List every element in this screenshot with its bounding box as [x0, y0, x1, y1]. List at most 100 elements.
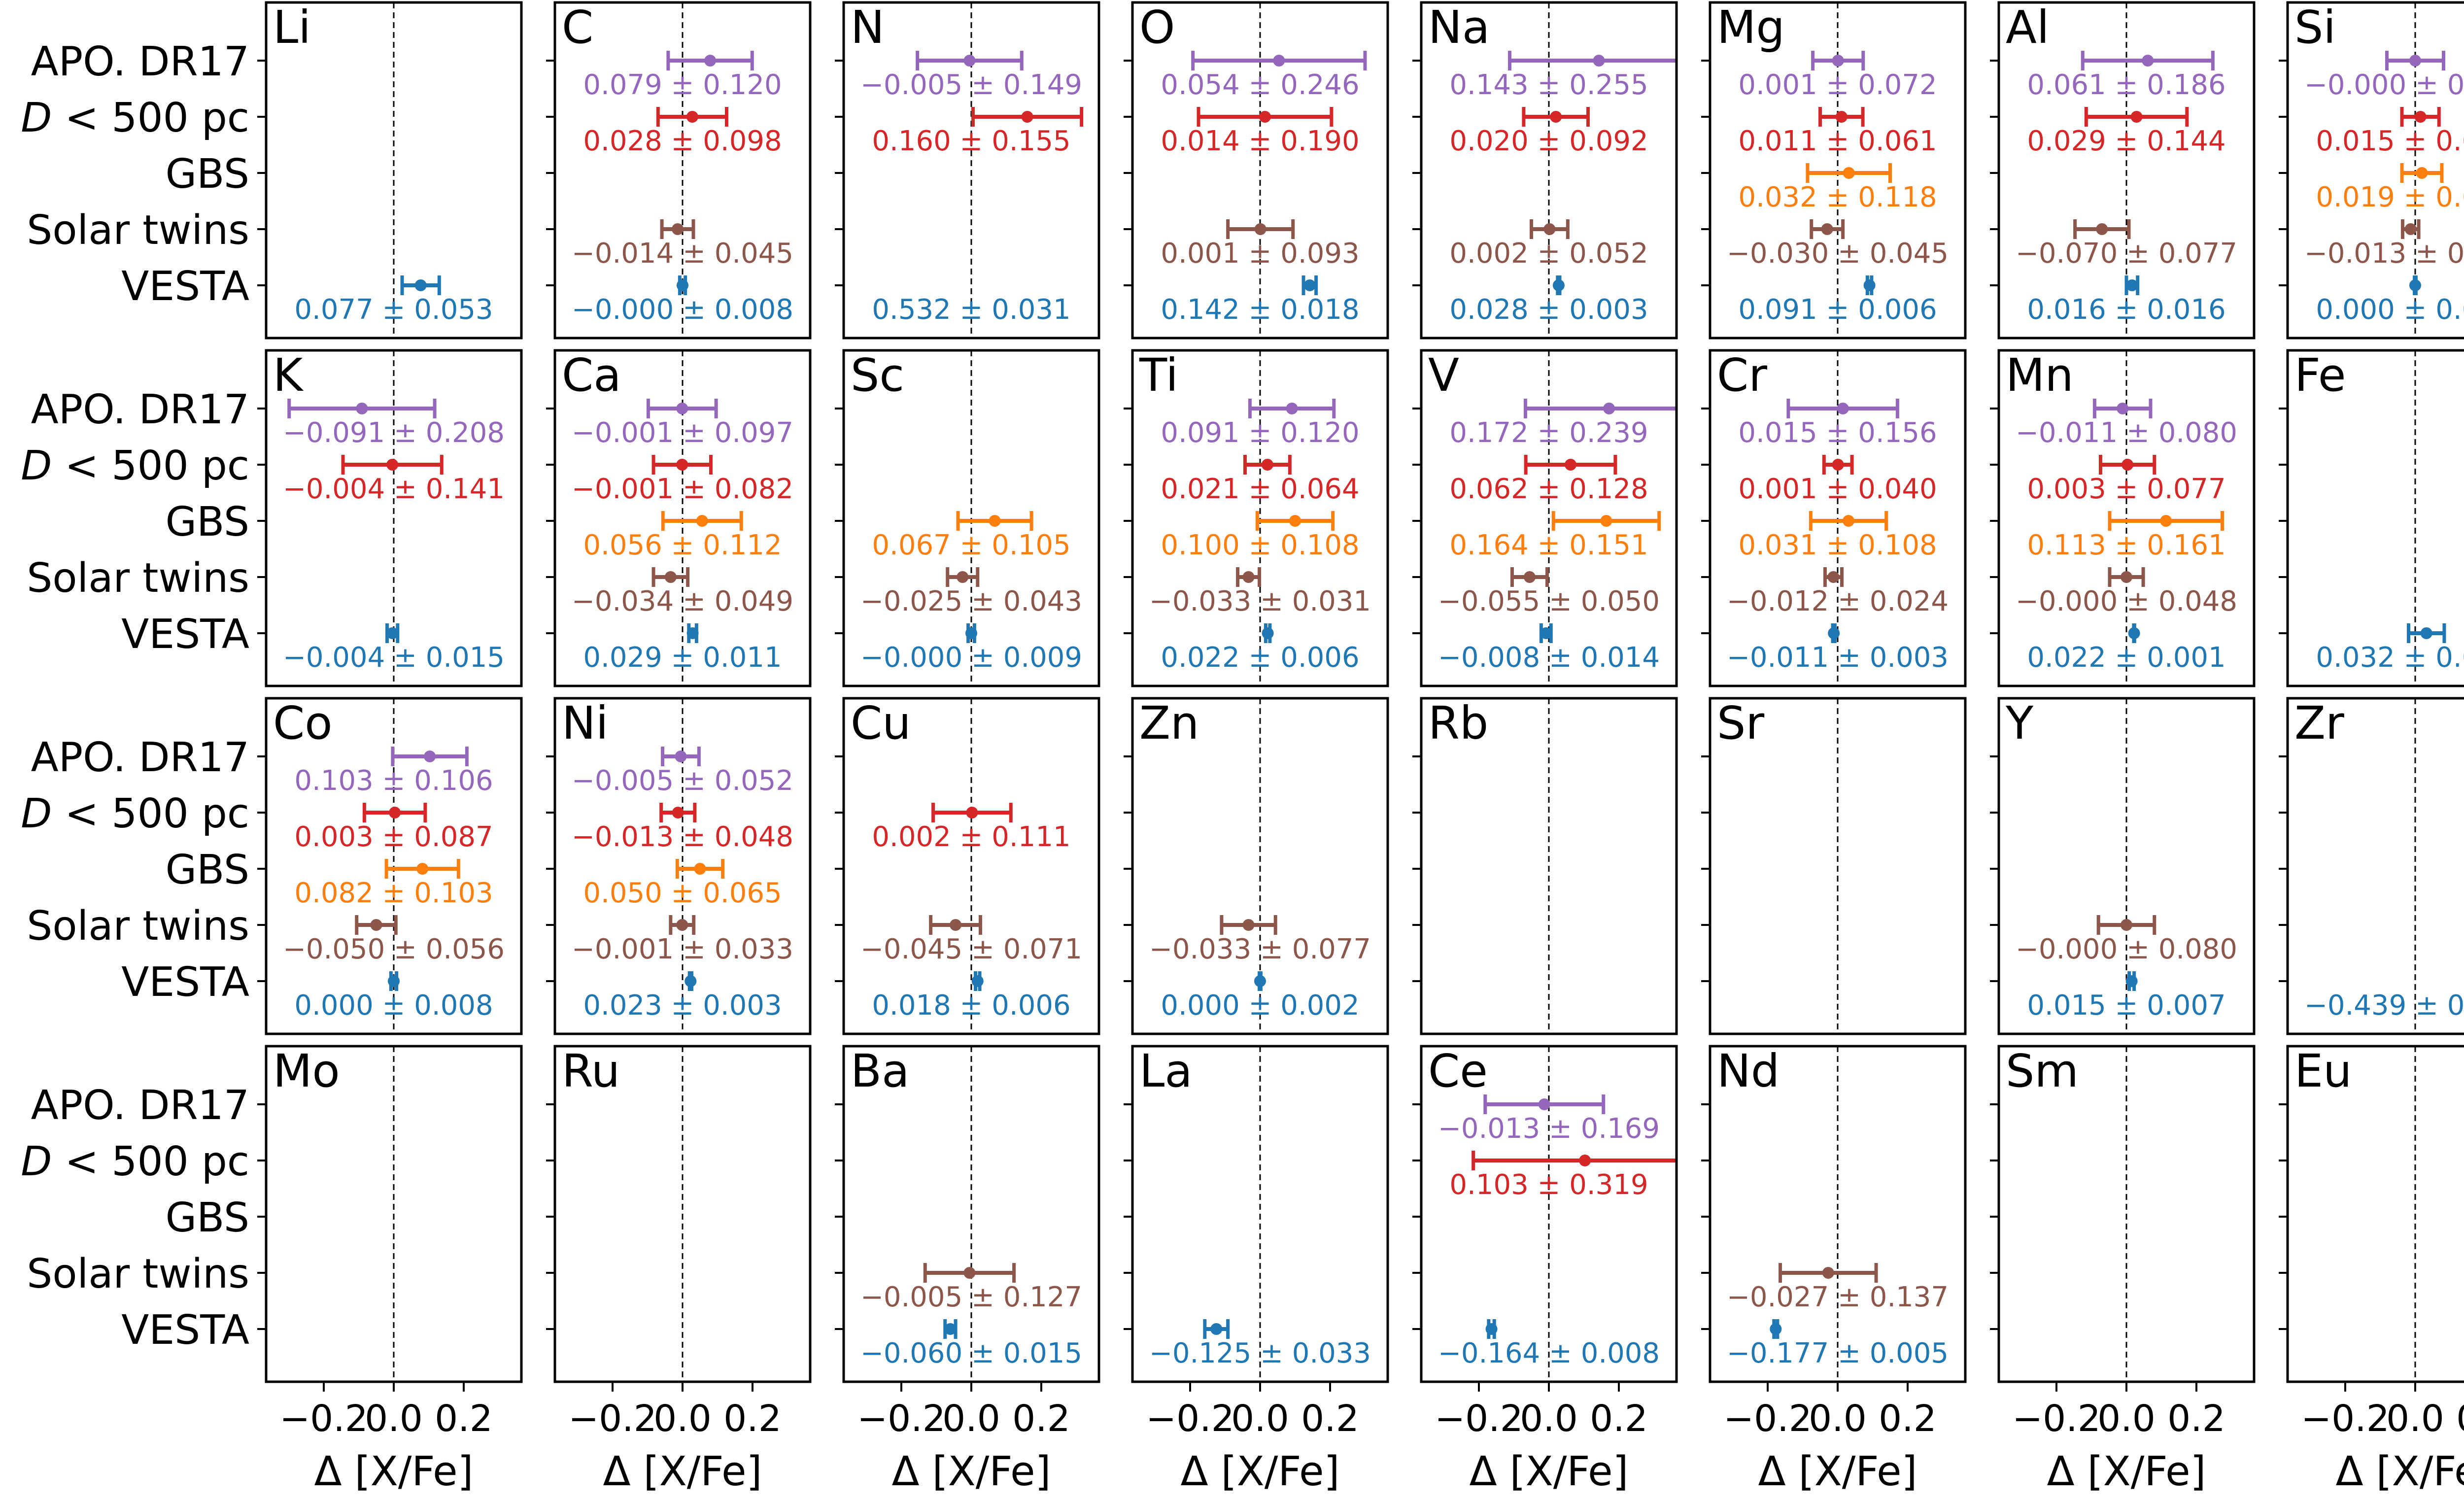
value-label: −0.164 ± 0.008: [1438, 1337, 1660, 1369]
data-marker: [2409, 279, 2421, 291]
data-marker: [1242, 919, 1255, 931]
data-point-apo-dr17: [661, 747, 701, 766]
data-point-apo-dr17: [666, 51, 754, 70]
value-label: 0.015 ± 0.007: [2027, 989, 2225, 1022]
value-label: −0.060 ± 0.015: [860, 1337, 1082, 1369]
value-label: −0.177 ± 0.005: [1727, 1337, 1949, 1369]
data-point-solar-twins: [651, 567, 690, 587]
data-marker: [1286, 403, 1298, 414]
category-label: APO. DR17: [31, 38, 249, 85]
data-point-vesta: [677, 275, 688, 295]
data-point-vesta: [1770, 1319, 1782, 1339]
data-marker: [957, 571, 969, 583]
x-tick-label: 0.2: [1590, 1398, 1648, 1440]
x-axis-label: Δ [X/Fe]: [1180, 1448, 1339, 1495]
data-marker: [677, 279, 688, 291]
data-point-apo-dr17: [1786, 399, 1899, 418]
data-point-solar-twins: [1530, 219, 1570, 239]
data-point-vesta: [1147, 275, 1168, 295]
value-label: −0.014 ± 0.045: [572, 238, 793, 270]
panel-frame: [265, 1, 523, 340]
value-label: 0.001 ± 0.093: [1161, 238, 1359, 270]
value-label: 0.103 ± 0.319: [1449, 1169, 1648, 1201]
element-label: La: [1139, 1045, 1193, 1097]
category-label: Solar twins: [27, 555, 249, 602]
data-marker: [386, 627, 399, 639]
value-label: −0.055 ± 0.050: [1438, 585, 1660, 617]
element-label: Ru: [562, 1045, 620, 1097]
element-label: O: [1139, 1, 1175, 54]
panel-zn: Zn −0.033 ± 0.077 0.000 ± 0.002: [1124, 697, 1389, 1035]
panel-mo: Mo APO. DR17 D < 500 pc GBS Solar twins VESTA…: [21, 1045, 523, 1495]
value-label: −0.025 ± 0.043: [860, 585, 1082, 617]
value-label: −0.033 ± 0.031: [1149, 585, 1371, 617]
value-label: −0.013 ± 0.169: [1438, 1113, 1660, 1145]
panel-o: O 0.054 ± 0.246 0.014 ± 0.190 0.001 ± 0.093…: [1124, 1, 1389, 340]
panel-co: Co 0.103 ± 0.106 0.003 ± 0.087 0.082 ± 0.10…: [21, 697, 523, 1035]
element-label: Cu: [851, 697, 911, 750]
element-label: Ti: [1139, 349, 1178, 402]
element-label: Ce: [1428, 1045, 1488, 1097]
data-marker: [2160, 515, 2172, 527]
value-label: 0.002 ± 0.111: [872, 821, 1070, 853]
value-label: −0.000 ± 0.081: [2304, 69, 2464, 101]
data-marker: [1242, 571, 1255, 583]
element-label: Zn: [1139, 697, 1199, 750]
panel-eu: Eu −0.20.0 0.2 Δ [X/Fe]: [2279, 1045, 2464, 1495]
x-tick-label: 0.2: [2167, 1398, 2225, 1440]
panel-al: Al 0.061 ± 0.186 0.029 ± 0.144 −0.070 ± 0.0…: [1990, 1, 2256, 340]
x-tick-label: −0.2: [1435, 1398, 1523, 1440]
value-label: −0.013 ± 0.023: [2304, 238, 2464, 270]
data-marker: [2122, 459, 2134, 471]
data-marker: [2420, 627, 2432, 639]
value-label: 0.142 ± 0.018: [1161, 294, 1359, 326]
data-marker: [1863, 279, 1876, 291]
data-point-gbs: [384, 859, 460, 879]
value-label: 0.067 ± 0.105: [872, 529, 1070, 561]
panel-frame: [1709, 349, 1967, 687]
panel-frame: [1709, 697, 1967, 1035]
value-label: 0.000 ± 0.008: [294, 989, 493, 1022]
category-label: APO. DR17: [31, 1082, 249, 1129]
value-label: −0.091 ± 0.208: [283, 417, 505, 449]
panel-ti: Ti 0.091 ± 0.120 0.021 ± 0.064 0.100 ± 0.10…: [1124, 349, 1389, 687]
data-point-vesta: [1262, 623, 1274, 643]
category-label: GBS: [166, 151, 249, 198]
value-label: 0.014 ± 0.190: [1161, 125, 1359, 157]
value-label: −0.013 ± 0.048: [572, 821, 793, 853]
category-label: GBS: [166, 1194, 249, 1241]
value-label: 0.164 ± 0.151: [1449, 529, 1648, 561]
x-tick-label: 0.0: [2386, 1398, 2444, 1440]
value-label: −0.001 ± 0.033: [572, 933, 793, 965]
panel-ce: Ce −0.013 ± 0.169 0.103 ± 0.319 −0.164 ± 0.…: [1412, 1045, 1678, 1495]
data-point-solar-twins: [1510, 567, 1549, 587]
data-point-solar-twins: [1236, 567, 1262, 587]
value-label: 0.031 ± 0.108: [1738, 529, 1937, 561]
category-label: VESTA: [121, 959, 249, 1006]
data-marker: [971, 975, 984, 987]
panel-frame: [553, 349, 812, 687]
data-point-d-500pc: [1818, 107, 1865, 127]
data-point-solar-twins: [1220, 915, 1277, 935]
data-marker: [1261, 459, 1273, 471]
panel-frame: [1420, 1, 1678, 340]
value-label: 0.001 ± 0.072: [1738, 69, 1937, 101]
value-label: 0.023 ± 0.003: [583, 989, 782, 1022]
data-marker: [686, 111, 698, 123]
element-label: Ba: [851, 1045, 910, 1097]
panel-v: V 0.172 ± 0.239 0.062 ± 0.128 0.164 ± 0.151…: [1412, 349, 1678, 687]
panel-frame: [2286, 349, 2464, 687]
data-point-vesta: [385, 623, 400, 643]
data-marker: [2414, 111, 2427, 123]
data-point-solar-twins: [2073, 219, 2131, 239]
data-point-vesta: [1863, 275, 1876, 295]
data-marker: [1770, 1323, 1782, 1335]
data-point-apo-dr17: [1811, 51, 1865, 70]
x-axis-label: Δ [X/Fe]: [891, 1448, 1051, 1495]
panel-n: N −0.005 ± 0.149 0.160 ± 0.155 0.532 ± 0.03…: [835, 1, 1168, 340]
data-point-apo-dr17: [1523, 399, 1677, 418]
value-label: 0.003 ± 0.077: [2027, 473, 2225, 505]
data-point-solar-twins: [929, 915, 982, 935]
data-marker: [2121, 919, 2132, 931]
